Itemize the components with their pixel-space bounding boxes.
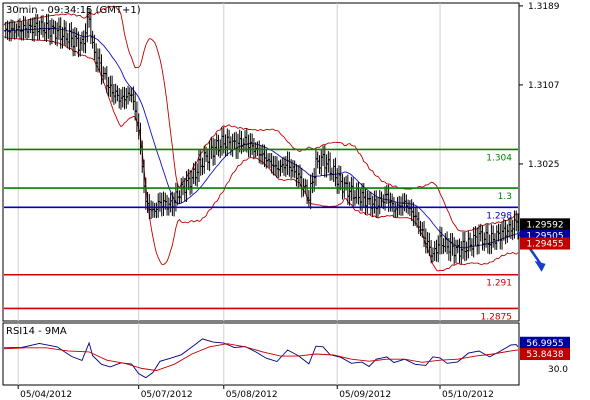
horizontal-levels: 1.304 1.3 1.298 1.291 1.2875 <box>4 148 518 322</box>
x-tick-label-2: 05/08/2012 <box>226 390 278 400</box>
price-badge-0 <box>520 218 570 231</box>
level-label-4: 1.2875 <box>481 312 513 322</box>
price-badge-label-2: 1.29455 <box>526 240 563 250</box>
rsi-chart-title: RSI14 - 9MA <box>6 326 67 337</box>
level-label-0: 1.304 <box>486 153 512 163</box>
rsi-lines <box>3 338 519 379</box>
price-badge-2 <box>520 237 570 250</box>
rsi-badge-0 <box>520 336 570 349</box>
price-axis-labels: 1.3189 1.3107 1.3025 <box>519 2 560 170</box>
x-tick-label-1: 05/07/2012 <box>141 390 193 400</box>
price-chart-title: 30min - 09:34:15 (GMT+1) <box>6 5 141 16</box>
level-label-2: 1.298 <box>486 211 512 221</box>
time-axis-labels: 05/04/2012 05/07/2012 05/08/2012 05/09/2012… <box>17 385 494 400</box>
upper-band-line <box>3 5 519 232</box>
price-badge-label-0: 1.29592 <box>526 220 563 230</box>
level-label-3: 1.291 <box>486 279 512 289</box>
rsi-badge-label-0: 56.9955 <box>526 339 563 349</box>
y-tick-label-0: 1.3189 <box>528 2 560 12</box>
rsi-panel <box>2 322 520 386</box>
rsi-series-line-1 <box>3 343 519 371</box>
rsi-gridlines <box>17 323 441 385</box>
y-tick-label-1: 1.3107 <box>528 81 560 91</box>
level-label-1: 1.3 <box>498 192 512 202</box>
rsi-badge-label-1: 53.8438 <box>526 350 563 360</box>
y-tick-label-2: 1.3025 <box>528 160 560 170</box>
rsi-axis-label: 30.0 <box>548 365 568 375</box>
price-gridlines <box>17 3 441 321</box>
price-badge-label-1: 1.29505 <box>526 232 563 242</box>
x-tick-label-4: 05/10/2012 <box>442 390 494 400</box>
x-tick-label-0: 05/04/2012 <box>20 390 72 400</box>
rsi-badge-1 <box>520 348 570 361</box>
x-tick-label-3: 05/09/2012 <box>339 390 391 400</box>
